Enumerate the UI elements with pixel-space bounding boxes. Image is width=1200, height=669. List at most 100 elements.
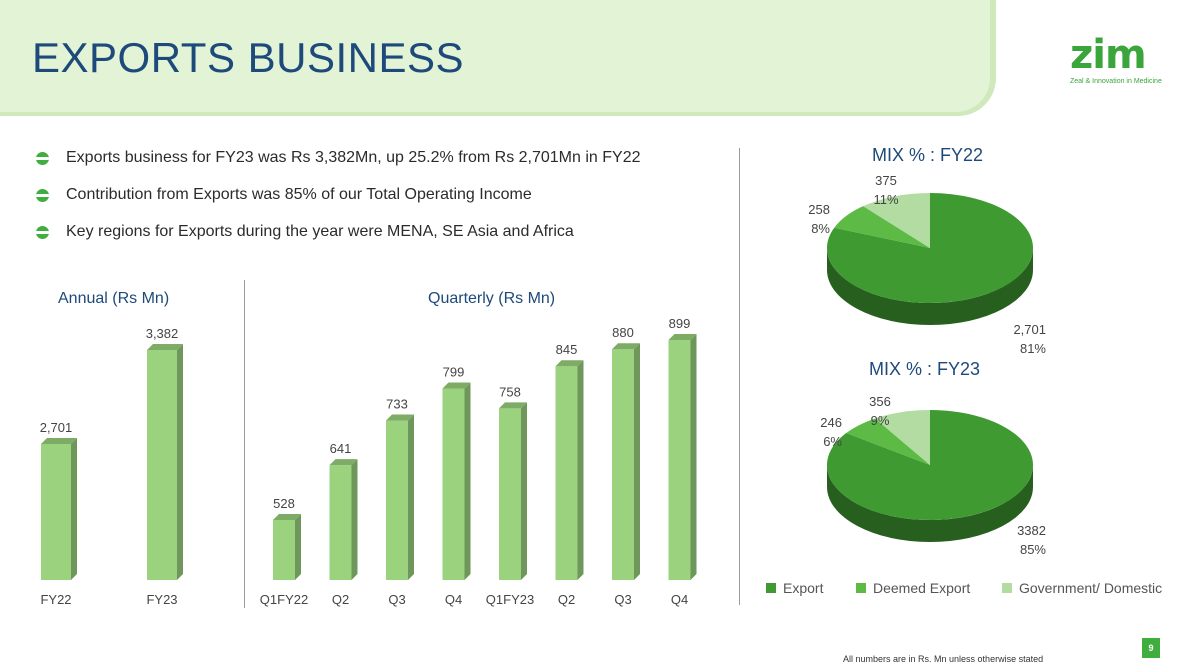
logo-wordmark: zim (1070, 32, 1147, 78)
pie-value-label: 258 (808, 202, 830, 217)
pie-percent-label: 11% (873, 192, 898, 207)
x-tick-label: Q4 (671, 592, 688, 607)
legend-item-government-domestic: Government/ Domestic (1002, 580, 1162, 596)
bar-value-label: 880 (612, 325, 634, 340)
key-points-list: Exports business for FY23 was Rs 3,382Mn… (36, 146, 641, 257)
legend-item-export: Export (766, 580, 823, 596)
bar-top (668, 334, 697, 340)
pie-value-label: 2,701 (1013, 322, 1046, 337)
bar-side (577, 360, 584, 580)
pie-percent-label: 81% (1020, 341, 1046, 356)
pie-legend: Export Deemed Export Government/ Domesti… (766, 580, 1176, 600)
bar-top (273, 514, 301, 520)
pie-value-label: 3382 (1017, 523, 1046, 538)
x-tick-label: Q4 (445, 592, 462, 607)
mix-fy23-pie-chart: 3382 85% 246 6% 356 9% (820, 394, 1046, 557)
bar (329, 465, 352, 580)
legend-label: Deemed Export (873, 580, 971, 596)
bar (41, 444, 71, 580)
pie-percent-label: 8% (811, 221, 830, 236)
header-banner (0, 0, 990, 112)
quarterly-chart-title: Quarterly (Rs Mn) (428, 290, 556, 307)
pie-value-label: 375 (875, 173, 897, 188)
bar-top (147, 344, 183, 350)
x-tick-label: Q2 (558, 592, 575, 607)
annual-chart-title: Annual (Rs Mn) (58, 290, 170, 307)
bar-top (612, 343, 640, 350)
x-tick-label: Q3 (614, 592, 631, 607)
bar-top (41, 438, 77, 444)
x-tick-label: Q1FY23 (486, 592, 534, 607)
bar-top (499, 402, 527, 409)
pie-percent-label: 85% (1020, 542, 1046, 557)
vertical-divider (244, 280, 245, 608)
bar-side (464, 382, 471, 580)
footnote: All numbers are in Rs. Mn unless otherwi… (843, 654, 1044, 664)
bar-top (442, 382, 471, 389)
key-point-text: Contribution from Exports was 85% of our… (66, 186, 532, 203)
key-point: Exports business for FY23 was Rs 3,382Mn… (36, 146, 641, 183)
bar-side (351, 459, 358, 580)
company-logo: zim Zeal & Innovation in Medicine (1064, 34, 1174, 94)
bar (273, 520, 295, 580)
bullet-icon (36, 152, 49, 165)
pie-value-label: 356 (869, 394, 891, 409)
bar-side (690, 334, 697, 580)
bar-side (177, 344, 183, 580)
pie-side (827, 248, 1033, 325)
bar-value-label: 899 (669, 316, 691, 331)
legend-swatch-government-domestic (1002, 583, 1012, 593)
bar-value-label: 733 (386, 397, 408, 412)
key-point-text: Key regions for Exports during the year … (66, 223, 574, 240)
bar-side (71, 438, 77, 580)
x-tick-label: Q2 (332, 592, 349, 607)
bar (442, 388, 465, 580)
pie-slice (846, 418, 930, 465)
x-tick-label: FY22 (40, 592, 71, 607)
bar-side (408, 414, 414, 580)
bar-value-label: 2,701 (40, 420, 73, 435)
pie-slice (863, 193, 930, 248)
bar-value-label: 845 (556, 342, 578, 357)
bar-value-label: 3,382 (146, 326, 179, 341)
logo-tagline: Zeal & Innovation in Medicine (1070, 78, 1162, 85)
bar (555, 366, 578, 580)
bar (612, 349, 634, 580)
legend-swatch-deemed-export (856, 583, 866, 593)
mix-fy22-pie-chart: 2,701 81% 258 8% 375 11% (808, 173, 1046, 356)
bar-value-label: 799 (443, 365, 465, 380)
vertical-divider (739, 148, 740, 605)
pie-slice (834, 206, 930, 248)
page-number: 9 (1142, 638, 1160, 658)
legend-swatch-export (766, 583, 776, 593)
legend-label: Government/ Domestic (1019, 580, 1163, 596)
bullet-icon (36, 226, 49, 239)
x-tick-label: Q3 (388, 592, 405, 607)
x-tick-label: FY23 (146, 592, 177, 607)
bar-side (521, 402, 527, 580)
bar-top (555, 360, 584, 367)
pie-value-label: 246 (820, 415, 842, 430)
bar-value-label: 641 (330, 441, 352, 456)
bar-side (634, 343, 640, 580)
legend-item-deemed-export: Deemed Export (856, 580, 970, 596)
x-tick-label: Q1FY22 (260, 592, 308, 607)
bar (499, 408, 521, 580)
page-title: EXPORTS BUSINESS (32, 34, 465, 81)
pie-percent-label: 9% (871, 413, 890, 428)
pie-percent-label: 6% (823, 434, 842, 449)
bar-value-label: 758 (499, 384, 521, 399)
bar-top (386, 414, 414, 421)
bar (386, 420, 408, 580)
bar-side (295, 514, 301, 580)
pie-slice (875, 410, 930, 465)
key-point: Contribution from Exports was 85% of our… (36, 183, 641, 220)
key-point: Key regions for Exports during the year … (36, 220, 641, 257)
legend-label: Export (783, 580, 824, 596)
bullet-icon (36, 189, 49, 202)
mix-fy23-title: MIX % : FY23 (869, 359, 981, 379)
bar (147, 350, 177, 580)
mix-fy22-title: MIX % : FY22 (872, 145, 984, 165)
pie-side (827, 465, 1033, 542)
key-point-text: Exports business for FY23 was Rs 3,382Mn… (66, 149, 641, 166)
